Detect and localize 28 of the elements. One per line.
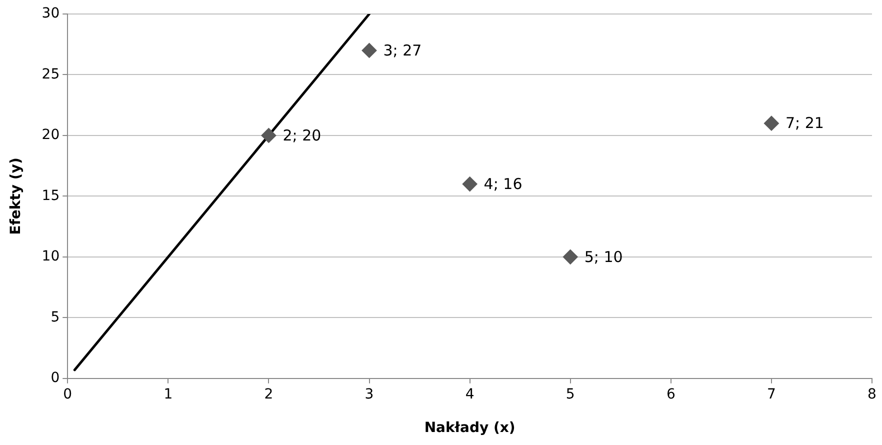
data-label: 3; 27 <box>383 41 422 60</box>
y-axis-title: Efekty (y) <box>8 158 24 235</box>
point <box>462 176 478 192</box>
data-label: 4; 16 <box>484 174 522 193</box>
x-tick-label: 6 <box>666 386 676 402</box>
y-tick-label: 25 <box>42 66 60 82</box>
x-tick-label: 5 <box>566 386 575 402</box>
y-tick-label: 5 <box>50 309 60 326</box>
x-tick-label: 1 <box>164 386 173 402</box>
data-label: 5; 10 <box>584 248 623 266</box>
x-tick-label: 2 <box>264 386 274 402</box>
y-tick-label: 10 <box>42 248 60 265</box>
point <box>261 128 276 143</box>
y-tick-label: 15 <box>42 188 60 204</box>
y-tick-label: 20 <box>42 127 60 144</box>
x-tick-label: 7 <box>766 386 776 402</box>
point <box>764 116 779 131</box>
data-label: 2; 20 <box>282 126 322 144</box>
point <box>362 42 377 58</box>
x-tick-label: 3 <box>364 386 374 402</box>
point <box>562 249 578 264</box>
y-tick-label: 30 <box>42 6 60 22</box>
x-axis-title: Nakłady (x) <box>424 420 516 436</box>
y-tick-label: 0 <box>50 370 60 386</box>
x-tick-label: 8 <box>868 386 876 402</box>
x-tick-label: 0 <box>63 386 72 402</box>
x-tick-label: 4 <box>465 386 474 402</box>
data-label: 7; 21 <box>785 114 824 132</box>
